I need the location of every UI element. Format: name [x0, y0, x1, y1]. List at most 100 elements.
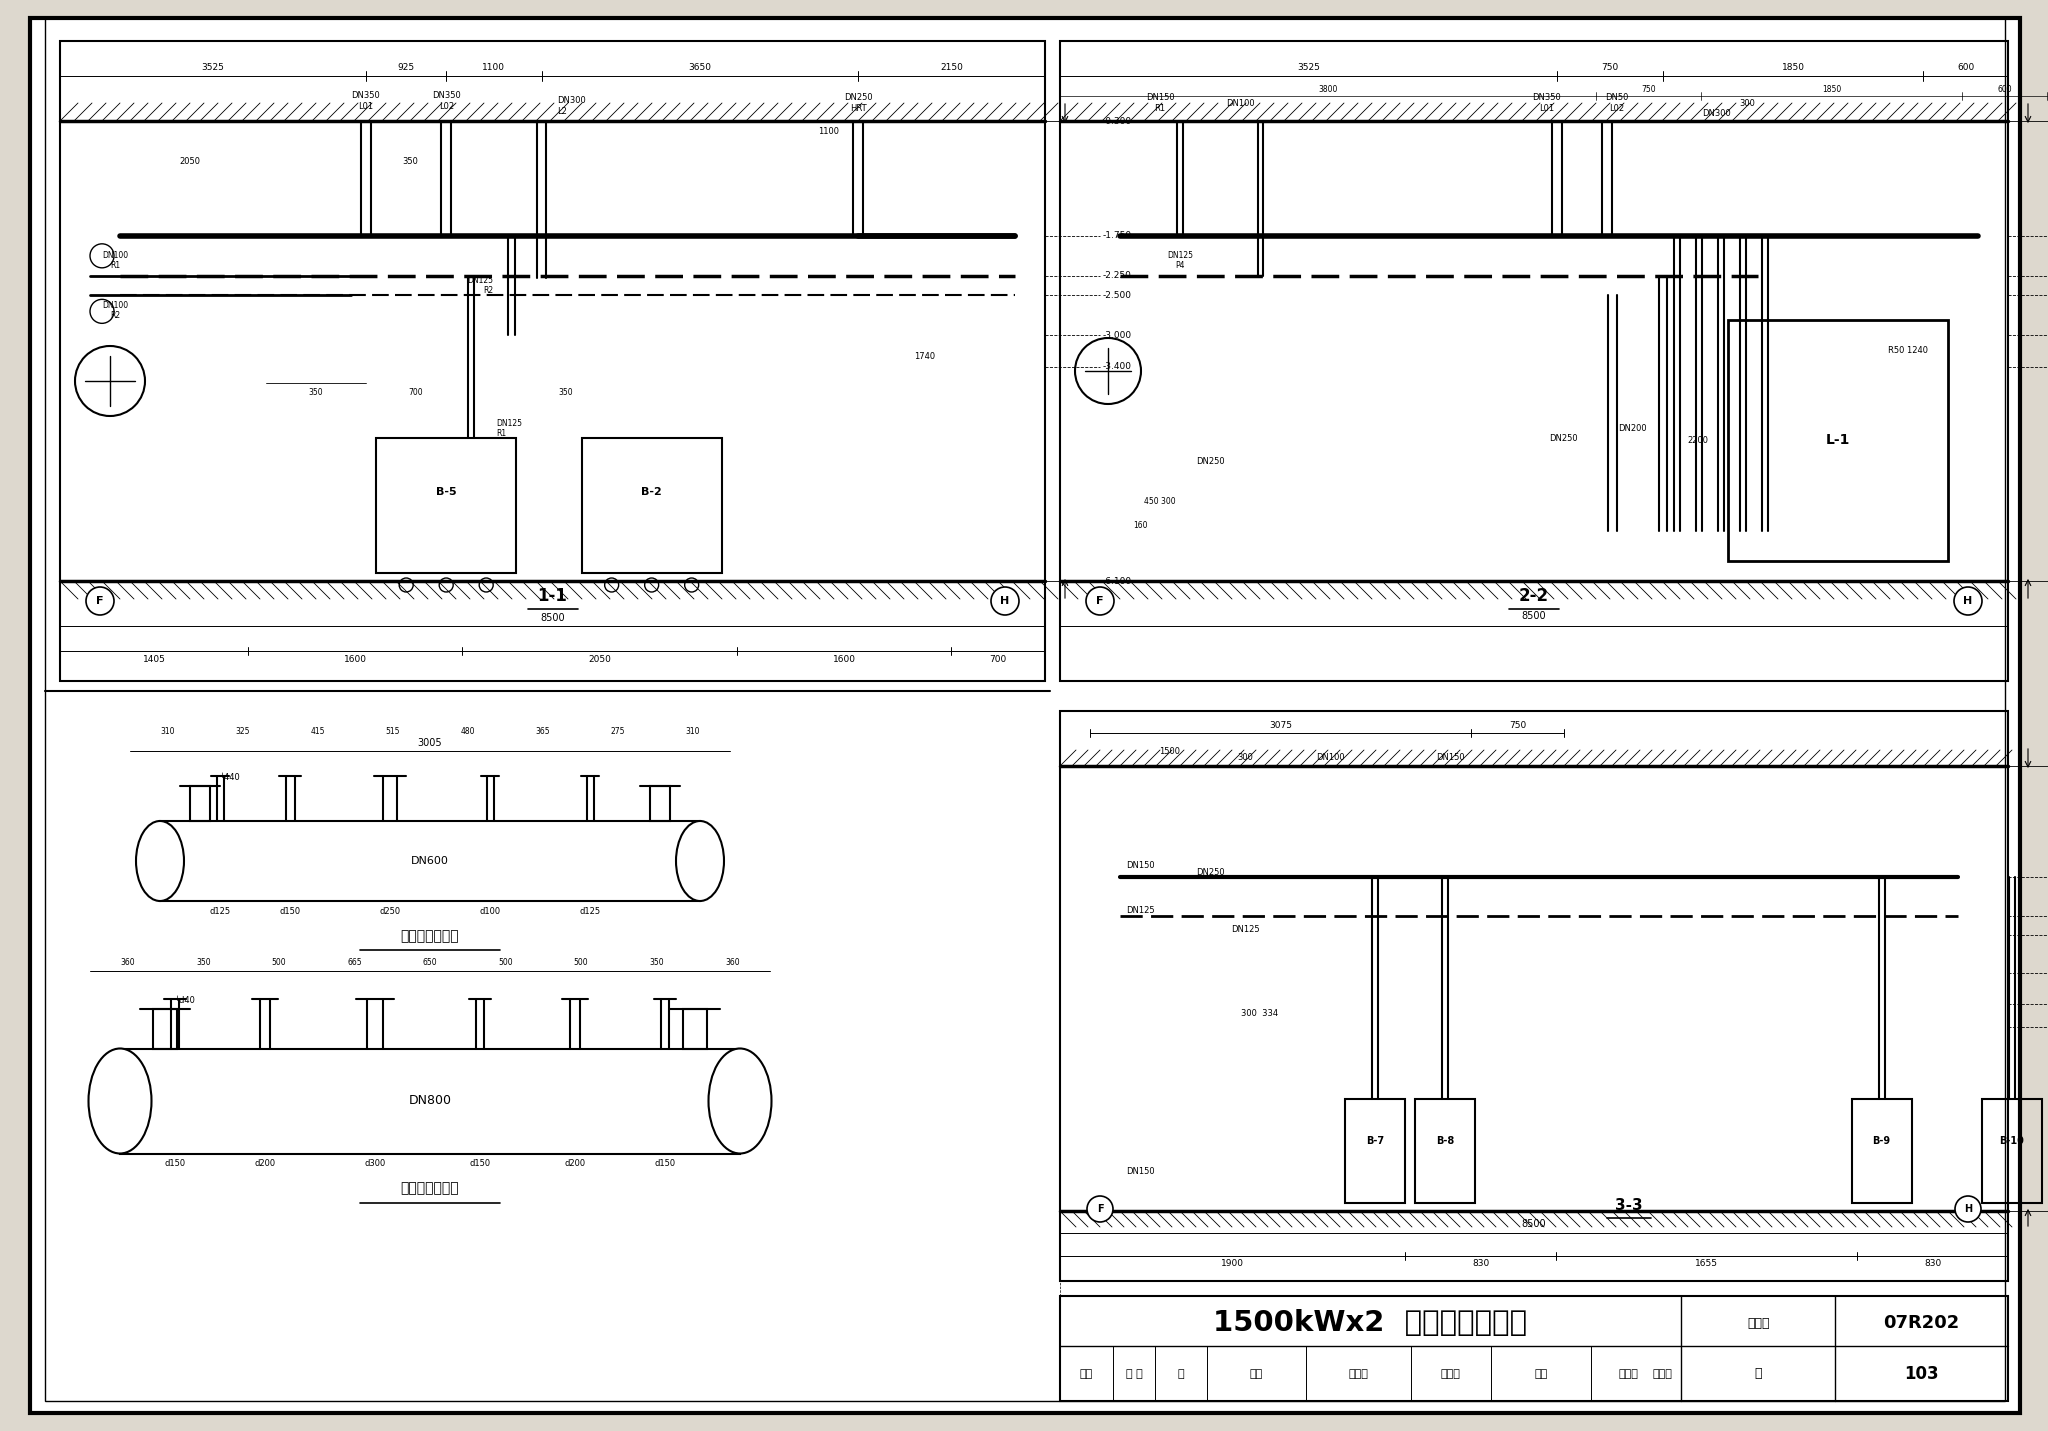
Text: 325: 325 — [236, 727, 250, 736]
Bar — [649, 786, 670, 821]
Text: DN100: DN100 — [1225, 99, 1253, 107]
Text: -6.100: -6.100 — [1104, 577, 1133, 585]
Text: 冷水分、集水器: 冷水分、集水器 — [401, 1182, 459, 1195]
Text: B-10: B-10 — [1999, 1136, 2023, 1146]
Text: 李守镖: 李守镖 — [1440, 1368, 1460, 1378]
Text: DN300: DN300 — [1702, 109, 1731, 117]
Text: 310: 310 — [686, 727, 700, 736]
Bar — [160, 821, 700, 902]
Text: DN125
R1: DN125 R1 — [496, 419, 522, 438]
Text: -0.300: -0.300 — [1104, 116, 1133, 126]
Text: 275: 275 — [610, 727, 625, 736]
Circle shape — [1085, 587, 1114, 615]
Text: 1600: 1600 — [344, 654, 367, 664]
Text: -2.250: -2.250 — [1104, 270, 1133, 280]
Text: d200: d200 — [254, 1159, 276, 1168]
Text: 600: 600 — [1997, 84, 2011, 93]
Text: F: F — [1096, 1203, 1104, 1213]
Text: 8500: 8500 — [541, 612, 565, 622]
Bar — [1061, 1296, 2007, 1401]
Bar — [1851, 1099, 1911, 1203]
Text: 丁 高: 丁 高 — [1126, 1368, 1143, 1378]
Bar — [1415, 1099, 1475, 1203]
Text: 3650: 3650 — [688, 63, 711, 72]
Text: d100: d100 — [479, 906, 500, 916]
Text: 校对: 校对 — [1249, 1368, 1264, 1378]
Text: 500: 500 — [272, 957, 287, 967]
Text: 750: 750 — [1602, 63, 1618, 72]
Text: DN150
R1: DN150 R1 — [1145, 93, 1174, 113]
Text: DN250: DN250 — [1548, 434, 1577, 442]
Text: 350: 350 — [197, 957, 211, 967]
Text: 450 300: 450 300 — [1145, 497, 1176, 505]
Text: 3005: 3005 — [418, 738, 442, 748]
Text: └440: └440 — [219, 774, 242, 783]
Text: DN350
L01: DN350 L01 — [1532, 93, 1561, 113]
Text: 3525: 3525 — [1296, 63, 1319, 72]
Text: d150: d150 — [469, 1159, 492, 1168]
Text: DN250: DN250 — [1196, 867, 1225, 877]
Text: 审核: 审核 — [1079, 1368, 1094, 1378]
Text: DN150: DN150 — [1436, 754, 1464, 763]
Text: B-2: B-2 — [641, 487, 662, 497]
Text: 665: 665 — [346, 957, 362, 967]
Text: d150: d150 — [279, 906, 301, 916]
Text: d200: d200 — [565, 1159, 586, 1168]
Text: -3.000: -3.000 — [1104, 331, 1133, 339]
Text: 李超英: 李超英 — [1618, 1368, 1638, 1378]
Text: 350: 350 — [649, 957, 664, 967]
Text: 1100: 1100 — [817, 126, 840, 136]
Text: DN150: DN150 — [1126, 1166, 1155, 1175]
Text: d250: d250 — [379, 906, 401, 916]
Text: DN150: DN150 — [1126, 861, 1155, 870]
Text: 1-1: 1-1 — [537, 587, 567, 605]
Circle shape — [86, 587, 115, 615]
Text: 2050: 2050 — [588, 654, 610, 664]
Text: 3-3: 3-3 — [1616, 1199, 1642, 1213]
Text: R50 1240: R50 1240 — [1888, 346, 1927, 355]
Text: -2.500: -2.500 — [1104, 290, 1133, 301]
Text: B-5: B-5 — [436, 487, 457, 497]
Bar — [582, 438, 721, 572]
Text: H: H — [999, 595, 1010, 605]
Text: 1900: 1900 — [1221, 1259, 1245, 1268]
Text: 830: 830 — [1473, 1259, 1489, 1268]
Text: DN250
HRT: DN250 HRT — [844, 93, 872, 113]
Bar — [377, 438, 516, 572]
Text: 2200: 2200 — [1688, 436, 1708, 445]
Text: 2-2: 2-2 — [1520, 587, 1548, 605]
Text: B-7: B-7 — [1366, 1136, 1384, 1146]
Text: H: H — [1964, 595, 1972, 605]
Text: DN350
L02: DN350 L02 — [432, 92, 461, 110]
Ellipse shape — [709, 1049, 772, 1153]
Text: 热水分、集水器: 热水分、集水器 — [401, 929, 459, 943]
Text: 图集号: 图集号 — [1747, 1317, 1769, 1329]
Text: 700: 700 — [410, 388, 424, 398]
Text: d150: d150 — [164, 1159, 186, 1168]
Text: 500: 500 — [498, 957, 512, 967]
Text: DN125
R2: DN125 R2 — [467, 276, 494, 295]
Text: 830: 830 — [1923, 1259, 1942, 1268]
Text: d125: d125 — [580, 906, 600, 916]
Bar — [682, 1009, 707, 1049]
Text: d300: d300 — [365, 1159, 385, 1168]
Circle shape — [991, 587, 1020, 615]
Text: 350: 350 — [401, 156, 418, 166]
Text: 515: 515 — [385, 727, 399, 736]
Bar — [154, 1009, 176, 1049]
Text: 3525: 3525 — [201, 63, 225, 72]
Circle shape — [1075, 338, 1141, 404]
Text: DN250: DN250 — [1196, 456, 1225, 465]
Text: -1.750: -1.750 — [1104, 232, 1133, 240]
Bar — [1982, 1099, 2042, 1203]
Text: 3075: 3075 — [1270, 720, 1292, 730]
Ellipse shape — [135, 821, 184, 902]
Circle shape — [1087, 1196, 1112, 1222]
Text: 祀: 祀 — [1178, 1368, 1184, 1378]
Text: 1655: 1655 — [1696, 1259, 1718, 1268]
Bar — [59, 41, 1044, 681]
Circle shape — [90, 243, 115, 268]
Circle shape — [1956, 1196, 1980, 1222]
Text: DN125: DN125 — [1231, 926, 1260, 934]
Text: 8500: 8500 — [1522, 1219, 1546, 1229]
